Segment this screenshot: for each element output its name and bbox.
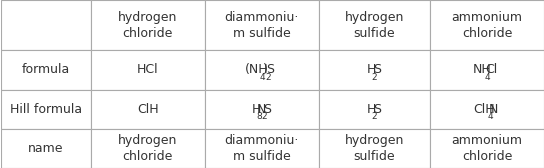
Text: 4: 4 [487, 112, 493, 121]
Text: NH: NH [473, 64, 492, 76]
Text: hydrogen
sulfide: hydrogen sulfide [345, 11, 404, 40]
Text: 8: 8 [256, 112, 262, 121]
Text: S: S [373, 64, 381, 76]
Text: hydrogen
chloride: hydrogen chloride [118, 134, 177, 163]
Text: hydrogen
sulfide: hydrogen sulfide [345, 134, 404, 163]
Text: hydrogen
chloride: hydrogen chloride [118, 11, 177, 40]
Text: 2: 2 [265, 73, 270, 82]
Bar [319, 129, 430, 168]
Text: 2: 2 [262, 112, 267, 121]
Text: HCl: HCl [137, 64, 159, 76]
Text: S: S [267, 64, 275, 76]
Text: H: H [251, 103, 261, 116]
Bar [430, 0, 544, 50]
Bar [430, 90, 544, 129]
Bar [430, 129, 544, 168]
Bar [1, 129, 91, 168]
Text: 2: 2 [372, 73, 377, 82]
Bar [205, 129, 319, 168]
Text: H: H [367, 64, 376, 76]
Text: ): ) [263, 64, 268, 76]
Text: name: name [28, 142, 64, 155]
Text: Cl: Cl [485, 64, 498, 76]
Text: ClH: ClH [137, 103, 159, 116]
Text: diammoniu·
m sulfide: diammoniu· m sulfide [225, 11, 299, 40]
Text: H: H [367, 103, 376, 116]
Bar [1, 0, 91, 50]
Bar [91, 0, 205, 50]
Text: S: S [373, 103, 381, 116]
Text: N: N [489, 103, 498, 116]
Text: ClH: ClH [473, 103, 495, 116]
Text: 2: 2 [372, 112, 377, 121]
Text: ammonium
chloride: ammonium chloride [452, 11, 523, 40]
Text: S: S [263, 103, 271, 116]
Bar [205, 50, 319, 90]
Text: (NH: (NH [244, 64, 268, 76]
Bar [430, 50, 544, 90]
Bar [1, 90, 91, 129]
Bar [205, 0, 319, 50]
Text: formula: formula [22, 64, 70, 76]
Bar [205, 90, 319, 129]
Bar [91, 50, 205, 90]
Text: 4: 4 [484, 73, 490, 82]
Text: N: N [257, 103, 267, 116]
Text: 4: 4 [259, 73, 265, 82]
Bar [91, 90, 205, 129]
Bar [319, 0, 430, 50]
Text: Hill formula: Hill formula [10, 103, 82, 116]
Bar [319, 90, 430, 129]
Text: ammonium
chloride: ammonium chloride [452, 134, 523, 163]
Bar [319, 50, 430, 90]
Text: diammoniu·
m sulfide: diammoniu· m sulfide [225, 134, 299, 163]
Bar [91, 129, 205, 168]
Bar [1, 50, 91, 90]
